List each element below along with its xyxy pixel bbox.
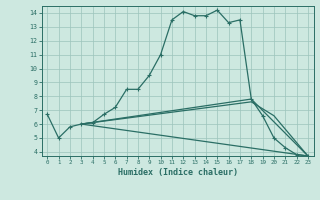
X-axis label: Humidex (Indice chaleur): Humidex (Indice chaleur) [118,168,237,177]
